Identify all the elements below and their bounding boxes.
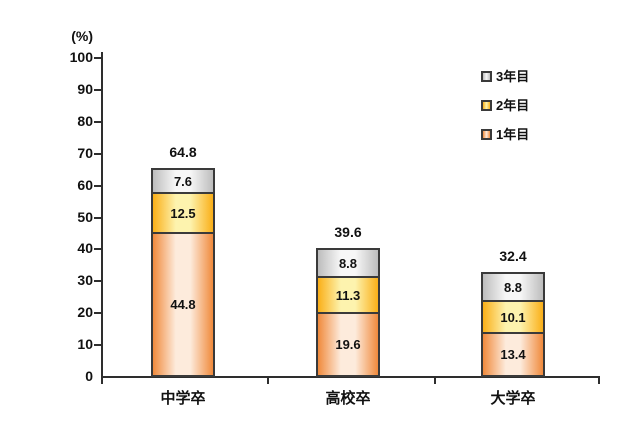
bar-segment: 44.8 [151,232,215,377]
segment-value-label: 13.4 [500,347,526,362]
bar-segment: 13.4 [481,332,545,377]
y-tick-mark [94,248,101,251]
segment-value-label: 8.8 [338,255,358,271]
bar-segment: 19.6 [316,312,380,377]
segment-value-label: 8.8 [503,279,523,295]
y-tick-label: 70 [77,144,93,161]
y-tick-label: 20 [77,304,93,321]
y-tick-label: 60 [77,176,93,193]
segment-value-label: 7.6 [173,173,193,189]
bar-segment: 10.1 [481,300,545,334]
y-tick-label: 50 [77,208,93,225]
x-tick-mark [434,378,436,384]
legend-item: 3年目 [481,62,529,91]
legend-swatch [481,71,492,82]
y-tick-label: 80 [77,112,93,129]
x-tick-mark [598,378,600,384]
y-tick-label: 100 [69,49,93,65]
legend-swatch [481,129,492,140]
y-tick-mark [94,57,101,59]
x-axis-line [101,376,600,378]
segment-value-label: 12.5 [170,205,196,221]
y-tick-mark [94,280,101,283]
segment-value-label: 10.1 [500,309,526,325]
bar-segment: 7.6 [151,168,215,194]
y-tick-label: 30 [77,272,93,289]
stacked-bar: 8.8 11.3 19.6 [316,248,380,377]
x-tick-mark [101,378,103,384]
x-tick-mark [267,378,269,384]
y-axis-line [101,52,103,379]
y-tick-mark [94,312,101,315]
y-tick-label: 40 [77,240,93,257]
bar-total-label: 64.8 [169,144,197,160]
y-tick-label: 90 [77,80,93,97]
segment-value-label: 44.8 [170,297,196,312]
legend-label: 3年目 [496,69,530,84]
y-tick-mark [94,152,101,155]
y-tick-mark [94,184,101,187]
legend-label: 1年目 [496,127,530,142]
bar-total-label: 32.4 [499,248,527,264]
y-tick-mark [94,88,101,91]
bar-segment: 11.3 [316,276,380,314]
segment-value-label: 11.3 [335,287,361,303]
legend: 3年目 2年目 1年目 [481,62,529,149]
stacked-bar: 7.6 12.5 44.8 [151,168,215,377]
legend-label: 2年目 [496,98,530,113]
bar-total-label: 39.6 [334,224,362,240]
y-tick-mark [94,216,101,219]
bar-segment: 12.5 [151,192,215,234]
y-tick-mark [94,344,101,347]
legend-swatch [481,100,492,111]
bar-segment: 8.8 [481,272,545,302]
x-category-label: 中学卒 [160,390,206,407]
bar-segment: 8.8 [316,248,380,278]
segment-value-label: 19.6 [335,337,361,352]
y-axis-unit-label: (%) [71,28,93,44]
legend-item: 1年目 [481,120,529,149]
x-category-label: 高校卒 [325,390,371,407]
y-tick-label: 10 [77,336,93,353]
y-tick-label: 0 [85,368,93,384]
x-category-label: 大学卒 [490,390,536,407]
stacked-bar: 8.8 10.1 13.4 [481,272,545,377]
legend-item: 2年目 [481,91,529,120]
y-tick-mark [94,120,101,123]
